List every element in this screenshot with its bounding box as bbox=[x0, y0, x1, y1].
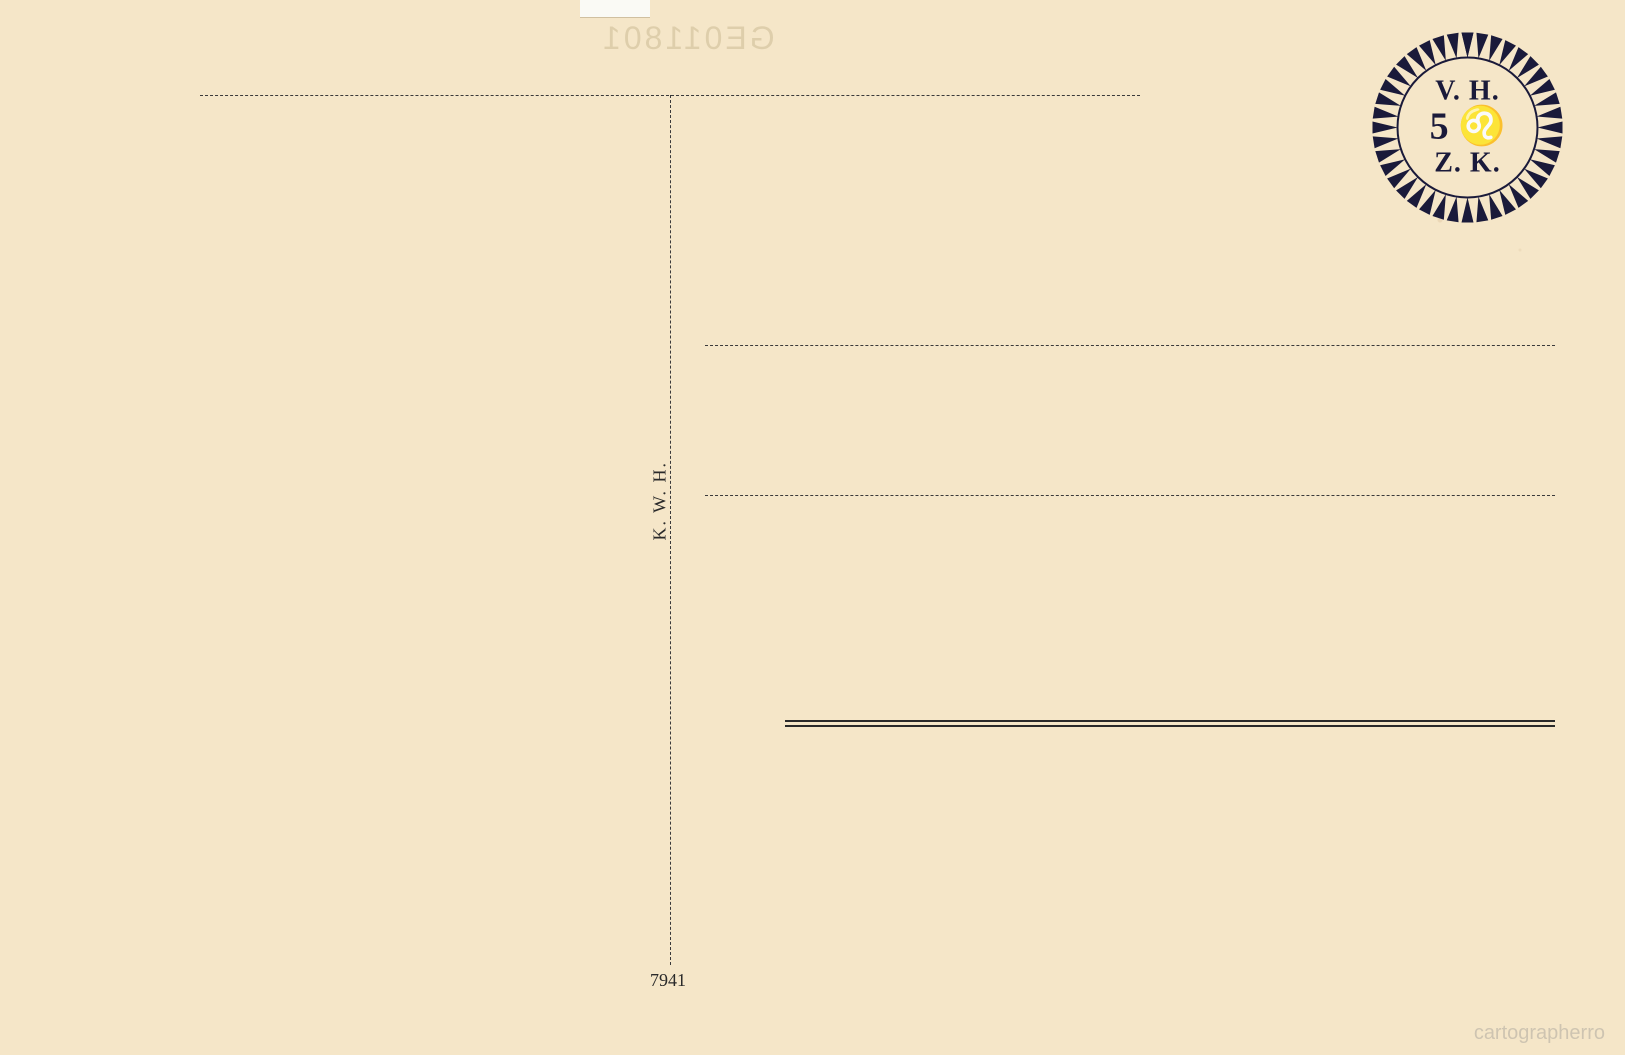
seal-line-2: 5 ♌ bbox=[1430, 107, 1506, 149]
seal-line-1: V. H. bbox=[1430, 76, 1506, 107]
watermark-text: cartographerro bbox=[1474, 1022, 1605, 1045]
card-number: 7941 bbox=[650, 970, 686, 991]
seal-line-3: Z. K. bbox=[1430, 148, 1506, 179]
top-notch bbox=[580, 0, 650, 18]
address-line-1 bbox=[705, 345, 1555, 346]
address-line-3-top bbox=[785, 720, 1555, 722]
pencil-annotation: GE011801 bbox=[600, 20, 775, 57]
price-seal: V. H. 5 ♌ Z. K. bbox=[1370, 30, 1565, 225]
seal-text: V. H. 5 ♌ Z. K. bbox=[1430, 76, 1506, 179]
address-line-3-bottom bbox=[785, 725, 1555, 727]
address-line-2 bbox=[705, 495, 1555, 496]
postcard-back: GE011801 K. W. H. 7941 bbox=[0, 0, 1625, 1055]
publisher-mark: K. W. H. bbox=[650, 461, 671, 541]
